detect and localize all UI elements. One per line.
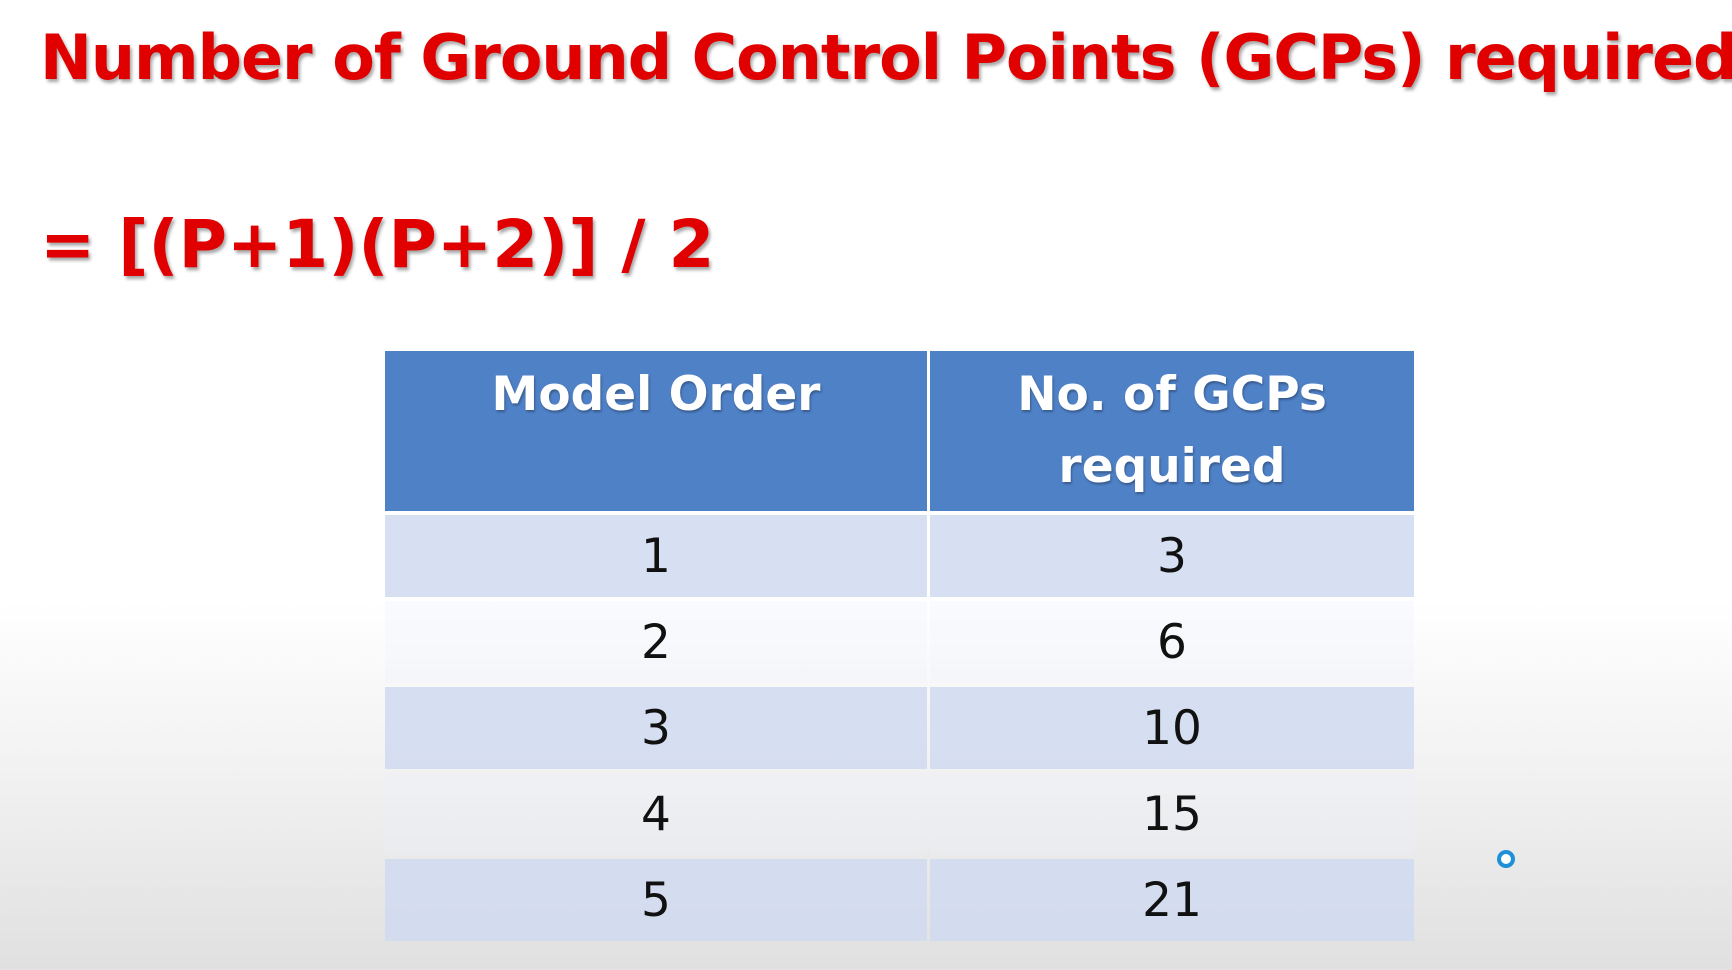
table-row: 2 6	[385, 601, 1414, 683]
cell-gcps-required: 10	[930, 687, 1414, 769]
gcp-formula: = [(P+1)(P+2)] / 2	[40, 206, 715, 283]
cell-gcps-required: 6	[930, 601, 1414, 683]
gcp-table: Model Order No. of GCPs required 1 3 2 6…	[382, 347, 1417, 945]
cell-model-order: 2	[385, 601, 927, 683]
cell-gcps-required: 3	[930, 515, 1414, 597]
cell-model-order: 1	[385, 515, 927, 597]
table-row: 5 21	[385, 859, 1414, 941]
table-row: 4 15	[385, 773, 1414, 855]
cursor-ring-icon	[1497, 850, 1515, 868]
table-header-row: Model Order No. of GCPs required	[385, 351, 1414, 511]
header-model-order: Model Order	[385, 351, 927, 511]
cell-model-order: 5	[385, 859, 927, 941]
table-row: 1 3	[385, 515, 1414, 597]
cell-gcps-required: 15	[930, 773, 1414, 855]
table-row: 3 10	[385, 687, 1414, 769]
cell-model-order: 3	[385, 687, 927, 769]
header-gcps-required: No. of GCPs required	[930, 351, 1414, 511]
cell-gcps-required: 21	[930, 859, 1414, 941]
slide-title: Number of Ground Control Points (GCPs) r…	[40, 21, 1732, 94]
cell-model-order: 4	[385, 773, 927, 855]
